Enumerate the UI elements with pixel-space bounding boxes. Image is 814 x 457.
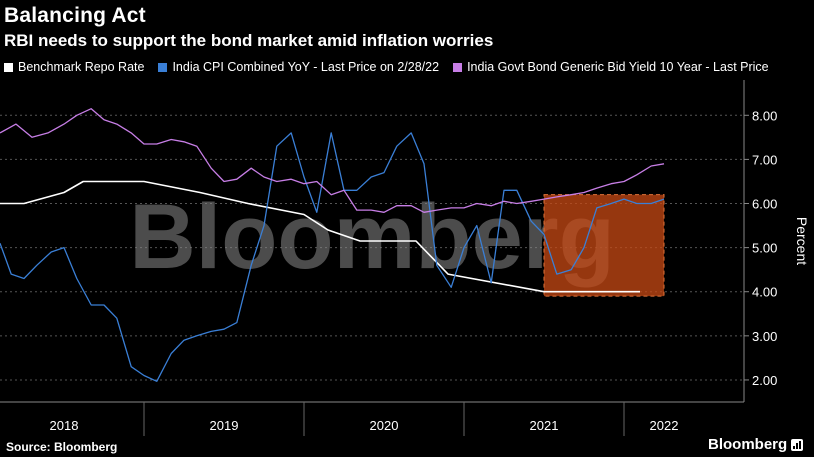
legend-item-repo: Benchmark Repo Rate	[4, 60, 144, 74]
y-tick-label: 8.00	[752, 108, 777, 123]
legend-item-cpi: India CPI Combined YoY - Last Price on 2…	[158, 60, 439, 74]
x-tick-label: 2022	[650, 418, 679, 433]
brand-logo: Bloomberg	[708, 436, 804, 453]
legend-swatch-cpi	[158, 62, 168, 72]
x-tick-label: 2018	[50, 418, 79, 433]
watermark-text: Bloomberg	[129, 186, 615, 288]
highlight-box	[543, 194, 665, 297]
chart-subtitle: RBI needs to support the bond market ami…	[4, 31, 494, 50]
y-tick-label: 4.00	[752, 285, 777, 300]
series-line-bond	[0, 108, 665, 213]
y-tick-label: 7.00	[752, 152, 777, 167]
legend-label-bond: India Govt Bond Generic Bid Yield 10 Yea…	[467, 60, 769, 74]
x-tick-label: 2020	[370, 418, 399, 433]
legend-swatch-repo	[4, 62, 13, 72]
legend-label-cpi: India CPI Combined YoY - Last Price on 2…	[172, 60, 440, 74]
y-tick-label: 3.00	[752, 329, 777, 344]
legend-item-bond: India Govt Bond Generic Bid Yield 10 Yea…	[453, 60, 769, 74]
brand-text: Bloomberg	[708, 436, 788, 453]
y-tick-label: 2.00	[752, 373, 777, 388]
legend: Benchmark Repo Rate India CPI Combined Y…	[4, 60, 769, 74]
y-tick-label: 6.00	[752, 197, 777, 212]
x-tick-label: 2019	[210, 418, 239, 433]
bar-chart-icon	[791, 438, 804, 451]
legend-swatch-bond	[453, 62, 463, 72]
chart-title: Balancing Act	[4, 4, 146, 27]
series-line-repo	[0, 180, 640, 293]
y-axis-label: Percent	[794, 217, 810, 265]
x-tick-label: 2021	[530, 418, 559, 433]
series-line-cpi	[0, 132, 665, 382]
legend-label-repo: Benchmark Repo Rate	[18, 60, 145, 74]
y-tick-label: 5.00	[752, 241, 777, 256]
source-note: Source: Bloomberg	[6, 440, 118, 454]
